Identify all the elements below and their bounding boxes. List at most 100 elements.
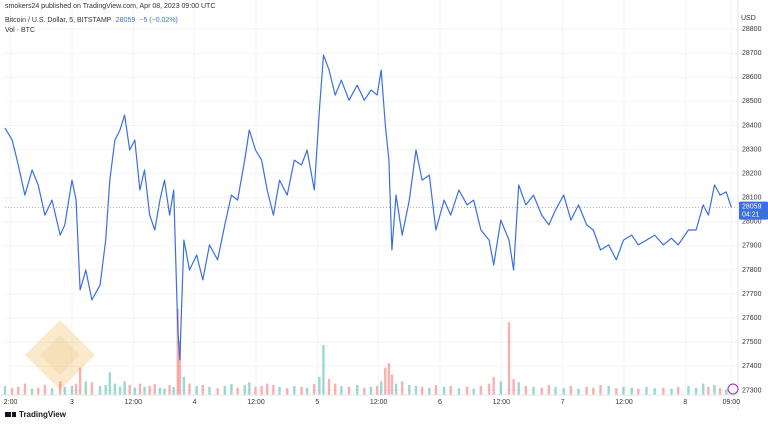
x-tick-label: 8 [683, 399, 687, 406]
volume-bar [90, 382, 94, 395]
volume-bar [662, 387, 665, 395]
volume-bar [70, 385, 74, 395]
volume-bar [512, 379, 515, 395]
header: smokers24 published on TradingView.com, … [5, 3, 215, 10]
volume-bar [104, 385, 107, 395]
price-line [4, 54, 732, 361]
volume-bar [163, 388, 166, 395]
volume-bar [236, 387, 239, 395]
volume-bar [208, 386, 211, 395]
volume-bar [272, 385, 275, 395]
countdown-label: 04:21 [742, 211, 760, 218]
y-tick-label: 27900 [742, 243, 762, 250]
currency-label: USD [741, 15, 756, 22]
y-tick-label: 28500 [742, 98, 762, 105]
volume-bar [670, 388, 673, 395]
volume-bar [10, 388, 14, 395]
volume-bar [615, 388, 618, 395]
volume-bar [285, 388, 289, 395]
volume-bar [363, 387, 366, 395]
volume-bar [517, 382, 520, 395]
volume-bar [172, 386, 175, 395]
volume-bar [479, 385, 483, 395]
volume-bar [492, 376, 495, 395]
volume-bar [143, 386, 146, 395]
volume-bar [547, 385, 551, 395]
volume-bar [400, 381, 404, 395]
y-tick-label: 27700 [742, 291, 762, 298]
volume-bar [622, 386, 625, 395]
volume-bar [74, 383, 78, 395]
volume-bar [713, 385, 716, 395]
volume-bar [266, 383, 269, 395]
volume-bar [355, 385, 359, 395]
volume-bar [592, 387, 595, 395]
volume-bar [375, 385, 379, 395]
x-tick-label: 09:00 [723, 399, 741, 406]
volume-bar [630, 387, 633, 395]
x-tick-label: 7 [561, 399, 565, 406]
volume-bar [507, 322, 511, 395]
volume-bar [153, 384, 156, 395]
volume-bar [702, 383, 705, 395]
volume-bar [694, 387, 698, 395]
volume-bar [128, 385, 131, 395]
volume-bar [158, 387, 162, 395]
y-tick-label: 28400 [742, 122, 762, 129]
volume-bar [569, 385, 573, 395]
volume-bar [195, 385, 198, 395]
x-tick-label: 6 [438, 399, 442, 406]
axes: 27300 27400 27500 27600 27700 27800 27900 28000… [4, 26, 768, 406]
volume-bar [138, 383, 142, 395]
volume-bar [599, 385, 602, 395]
volume-bar [499, 381, 503, 395]
volume-bar [524, 385, 528, 395]
volume-bar [108, 372, 111, 395]
legend-change: −5 (−0.02%) [139, 17, 178, 24]
volume-bar [390, 374, 394, 395]
volume-bar [293, 385, 296, 395]
volume-bar [63, 386, 67, 395]
x-tick-label: 3 [70, 399, 74, 406]
volume-layer [3, 308, 728, 395]
volume-bar [305, 387, 309, 395]
volume-bar [322, 345, 325, 395]
y-tick-label: 28700 [742, 50, 762, 57]
volume-bar [340, 385, 343, 395]
volume-bar [687, 385, 690, 395]
x-tick-label: 2:00 [4, 399, 18, 406]
volume-bar [554, 386, 557, 395]
volume-bar [248, 382, 251, 395]
grid [5, 0, 738, 395]
volume-legend: Vol · BTC [5, 27, 35, 34]
plot-layer [4, 54, 738, 361]
volume-bar [577, 388, 580, 395]
volume-bar [300, 386, 303, 395]
volume-bar [532, 386, 535, 395]
volume-bar [17, 386, 20, 395]
volume-bar [394, 383, 398, 395]
volume-bar [369, 386, 373, 395]
volume-bar [472, 388, 475, 395]
alert-icon[interactable] [727, 383, 739, 395]
volume-bar [725, 389, 728, 395]
volume-bar [216, 388, 219, 395]
volume-bar [278, 386, 281, 395]
volume-bar [487, 383, 491, 395]
volume-bar [718, 388, 722, 395]
volume-bar [380, 381, 383, 395]
volume-bar [676, 386, 680, 395]
volume-bar [230, 384, 233, 395]
volume-bar [78, 367, 82, 395]
legend-last: 28059 [116, 17, 136, 24]
volume-bar [562, 388, 565, 395]
volume-bar [50, 388, 54, 395]
volume-bar [188, 383, 191, 395]
volume-bar [442, 386, 446, 395]
volume-bar [607, 385, 610, 395]
y-tick-label: 27500 [742, 339, 762, 346]
last-price-box [739, 201, 768, 220]
y-tick-label: 27300 [742, 387, 762, 394]
volume-bar [645, 386, 648, 395]
